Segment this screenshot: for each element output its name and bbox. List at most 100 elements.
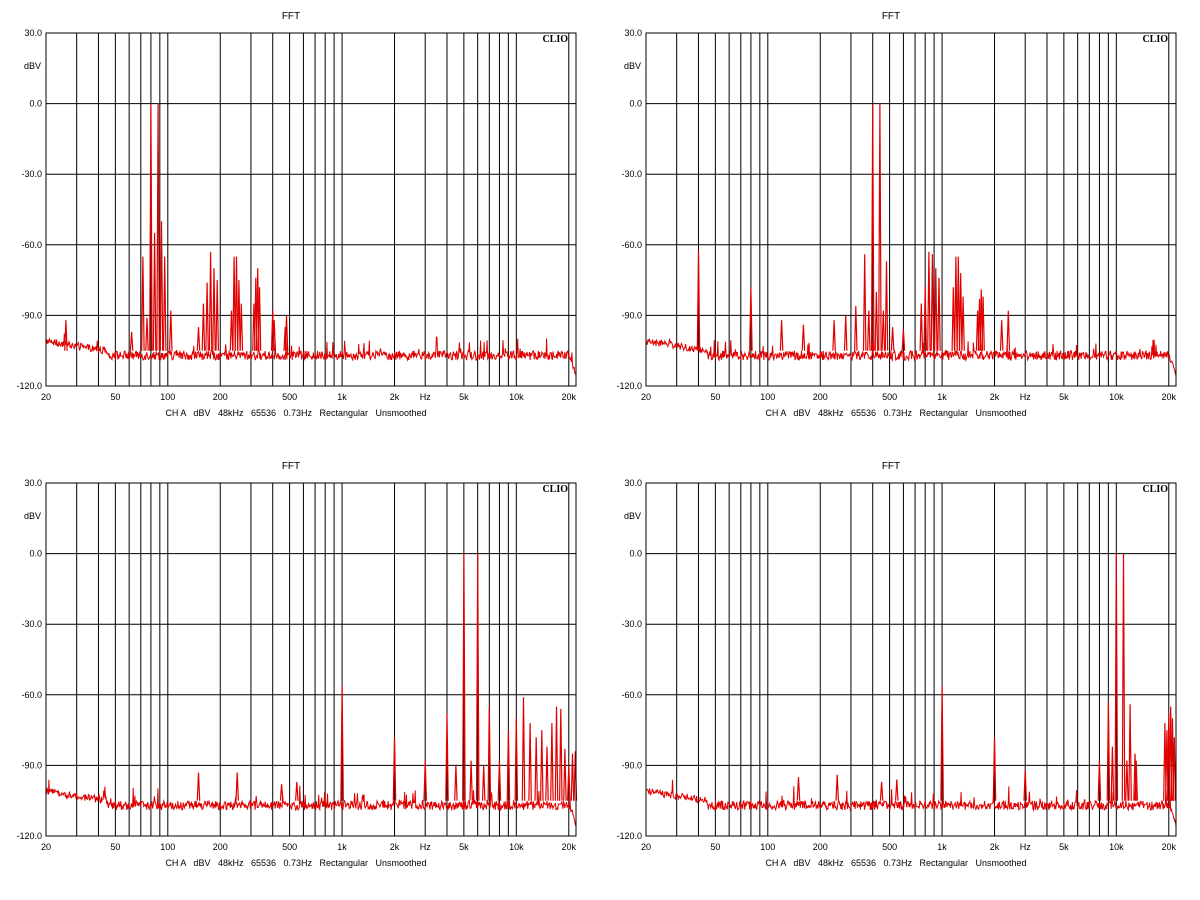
- plot-area: [646, 483, 1176, 836]
- analyzer-settings-info: CH A dBV 48kHz 65536 0.73Hz Rectangular …: [165, 858, 426, 868]
- fft-chart-fft-10khz: FFTCLIOdBV30.00.0-30.0-60.0-90.0-120.020…: [616, 461, 1176, 868]
- harmonic-peak: [919, 303, 924, 351]
- x-tick-label: 2k: [390, 392, 400, 402]
- harmonic-peak: [956, 256, 961, 351]
- harmonic-peak: [445, 713, 449, 801]
- x-tick-label: 100: [760, 392, 775, 402]
- x-tick-label: 200: [813, 842, 828, 852]
- y-tick-label: -90.0: [21, 310, 42, 320]
- harmonic-peak: [497, 760, 502, 801]
- plot-area: [46, 483, 576, 836]
- harmonic-peak: [881, 310, 886, 351]
- y-tick-label: -60.0: [621, 690, 642, 700]
- harmonic-peak: [284, 315, 289, 351]
- harmonic-peak: [159, 221, 164, 351]
- harmonic-peak: [514, 718, 519, 801]
- analyzer-settings-info: CH A dBV 48kHz 65536 0.73Hz Rectangular …: [765, 408, 1026, 418]
- plot-frame: [45, 32, 577, 387]
- harmonic-peak: [999, 320, 1004, 351]
- harmonic-peak: [232, 256, 236, 351]
- harmonic-peak: [215, 280, 219, 351]
- x-tick-label: 20: [41, 842, 51, 852]
- harmonic-peak: [392, 737, 397, 801]
- y-tick-label: -30.0: [21, 169, 42, 179]
- x-tick-label: 200: [213, 392, 228, 402]
- grid: [46, 32, 576, 387]
- harmonic-peak: [1128, 704, 1132, 801]
- noise-floor-line: [45, 779, 577, 827]
- harmonic-peak: [201, 303, 206, 351]
- y-tick-label: -90.0: [621, 310, 642, 320]
- harmonic-peak: [1114, 553, 1119, 801]
- plot-frame: [45, 482, 577, 837]
- harmonic-peak: [554, 706, 559, 801]
- harmonic-peak: [1006, 310, 1011, 351]
- grid: [46, 482, 576, 837]
- harmonic-peak: [212, 268, 216, 351]
- harmonic-peak: [156, 103, 160, 351]
- x-tick-label: 500: [882, 392, 897, 402]
- x-tick-label: 1k: [337, 392, 347, 402]
- harmonic-peak: [749, 287, 753, 351]
- harmonic-peak: [961, 296, 965, 351]
- x-axis-unit: Hz: [420, 392, 431, 402]
- clio-brand-label: CLIO: [542, 484, 568, 495]
- harmonic-peak: [951, 287, 956, 351]
- x-tick-label: 50: [710, 392, 720, 402]
- x-tick-label: 50: [110, 392, 120, 402]
- chart-title: FFT: [282, 11, 300, 22]
- plot-frame: [645, 482, 1177, 837]
- harmonic-peak: [145, 317, 149, 351]
- x-tick-label: 500: [882, 842, 897, 852]
- y-tick-label: 30.0: [624, 478, 642, 488]
- y-tick-label: -90.0: [621, 760, 642, 770]
- harmonic-peak: [487, 706, 492, 801]
- harmonic-peak: [279, 784, 284, 801]
- x-tick-label: 1k: [937, 842, 947, 852]
- harmonic-peak: [1125, 760, 1129, 801]
- harmonic-peak: [475, 553, 480, 801]
- harmonic-peak: [162, 256, 167, 351]
- harmonic-peak: [205, 282, 209, 351]
- noise-floor-line: [645, 779, 1177, 827]
- harmonic-peak: [545, 746, 549, 801]
- y-axis-unit: dBV: [624, 61, 641, 71]
- harmonic-peak: [559, 708, 563, 801]
- harmonic-peak: [927, 251, 931, 351]
- analyzer-settings-info: CH A dBV 48kHz 65536 0.73Hz Rectangular …: [165, 408, 426, 418]
- fft-chart-fft-400hz: FFTCLIOdBV30.00.0-30.0-60.0-90.0-120.020…: [616, 11, 1176, 418]
- harmonic-peak: [843, 315, 848, 351]
- x-tick-label: 20: [41, 392, 51, 402]
- x-tick-label: 10k: [1109, 392, 1124, 402]
- harmonic-peak: [937, 277, 941, 351]
- harmonic-peak: [801, 324, 806, 351]
- harmonic-peak: [854, 305, 858, 351]
- harmonic-peak: [884, 261, 889, 351]
- noise-floor-line: [45, 333, 577, 376]
- harmonic-peak: [481, 765, 486, 801]
- harmonic-peak: [940, 685, 944, 801]
- y-axis-unit: dBV: [624, 511, 641, 521]
- noise-floor-line: [645, 338, 1177, 376]
- y-tick-label: -30.0: [621, 169, 642, 179]
- harmonic-peak: [1106, 701, 1111, 801]
- y-tick-label: -60.0: [21, 690, 42, 700]
- harmonic-peak: [958, 272, 963, 351]
- chart-title: FFT: [882, 461, 900, 472]
- y-tick-label: -30.0: [21, 619, 42, 629]
- harmonic-peak: [129, 331, 134, 351]
- plot-frame: [645, 32, 1177, 387]
- fft-trace: [645, 553, 1177, 827]
- harmonic-peak: [1121, 553, 1126, 801]
- x-tick-label: 20k: [562, 842, 577, 852]
- harmonic-peak: [879, 781, 884, 801]
- x-axis-unit: Hz: [420, 842, 431, 852]
- harmonic-peak: [934, 268, 938, 351]
- x-tick-label: 100: [160, 392, 175, 402]
- harmonic-peak: [506, 730, 511, 801]
- y-tick-label: 30.0: [624, 28, 642, 38]
- harmonic-peak: [901, 329, 906, 351]
- harmonic-peak: [462, 553, 466, 801]
- harmonic-peak: [1134, 760, 1138, 801]
